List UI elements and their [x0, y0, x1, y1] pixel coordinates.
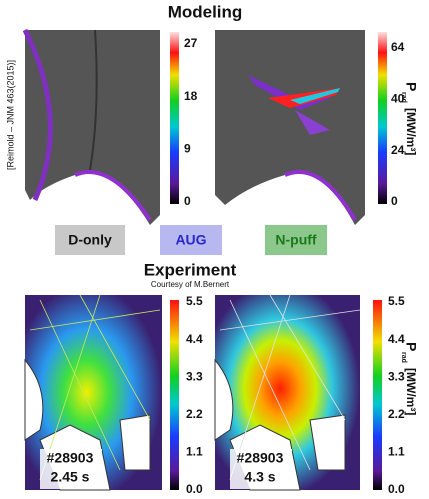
axis-unit: [MW/m³]: [404, 108, 418, 155]
modeling-title: Modeling: [168, 2, 243, 21]
colorbar-tick-label: 2.2: [388, 407, 405, 421]
axis-subscript: rad: [400, 92, 407, 103]
shot-time: 2.45 s: [51, 469, 90, 485]
shot-time: 4.3 s: [244, 469, 275, 485]
colorbar-tick-label: 0: [391, 194, 398, 208]
simulation-image: [25, 30, 160, 225]
colorbar-tick-label: 64: [391, 40, 405, 54]
colorbar-tick-label: 0.0: [186, 482, 203, 496]
colorbar: [373, 300, 382, 490]
colorbar-tick-label: 9: [184, 142, 191, 156]
shot-number: #28903: [237, 450, 284, 466]
credit: Courtesy of M.Bernert: [151, 280, 230, 289]
colorbar-tick-label: 1.1: [388, 445, 405, 459]
colorbar-tick-label: 3.3: [388, 369, 405, 383]
legend-label: D-only: [68, 232, 112, 248]
colorbar-tick-label: 5.5: [186, 294, 203, 308]
axis-symbol: P: [403, 82, 419, 91]
colorbar: [170, 300, 179, 490]
colorbar-tick-label: 4.4: [388, 332, 405, 346]
axis-unit: [MW/m³]: [404, 368, 418, 415]
colorbar-tick-label: 24: [391, 143, 405, 157]
colorbar-tick-label: 4.4: [186, 332, 203, 346]
colorbar-tick-label: 0: [184, 194, 191, 208]
legend-label: AUG: [175, 232, 206, 248]
colorbar-tick-label: 1.1: [186, 445, 203, 459]
colorbar-tick-label: 3.3: [186, 369, 203, 383]
colorbar-tick-label: 2.2: [186, 407, 203, 421]
colorbar: [170, 32, 179, 204]
axis-symbol: P: [403, 342, 419, 351]
colorbar: [378, 32, 387, 204]
simulation-image: [215, 30, 365, 225]
colorbar-tick-label: 18: [184, 89, 198, 103]
axis-subscript: rad: [400, 352, 407, 363]
legend-label: N-puff: [275, 232, 317, 248]
shot-number: #28903: [47, 450, 94, 466]
credit: [Reimold – JNM 463(2015)]: [5, 60, 15, 170]
experiment-title: Experiment: [144, 260, 237, 279]
colorbar-tick-label: 5.5: [388, 294, 405, 308]
colorbar-tick-label: 0.0: [388, 482, 405, 496]
colorbar-tick-label: 27: [184, 36, 198, 50]
figure: Modeling [Reimold – JNM 463(2015)] D-onl…: [0, 0, 429, 499]
